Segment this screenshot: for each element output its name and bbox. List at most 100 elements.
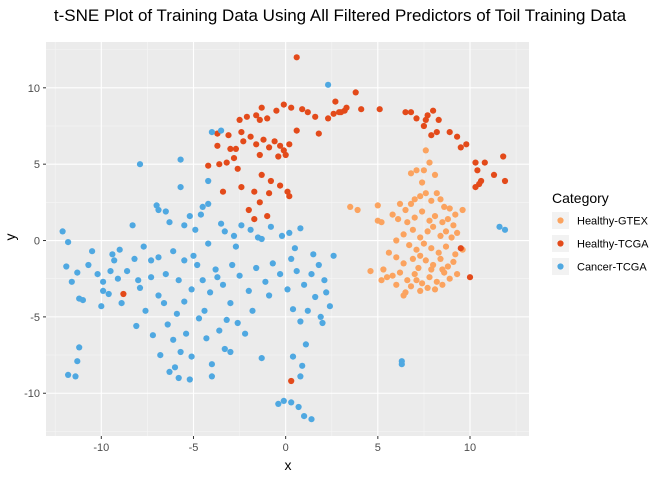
point-cancer-tcga — [208, 361, 215, 368]
point-cancer-tcga — [199, 203, 206, 210]
point-healthy-tcga — [474, 167, 481, 174]
point-healthy-gtex — [426, 159, 433, 166]
point-healthy-gtex — [389, 211, 396, 218]
x-tick-label: 0 — [283, 442, 289, 454]
point-cancer-tcga — [175, 277, 182, 284]
point-cancer-tcga — [297, 373, 304, 380]
point-healthy-tcga — [238, 184, 245, 191]
point-healthy-tcga — [424, 112, 431, 119]
point-cancer-tcga — [236, 272, 243, 279]
point-healthy-gtex — [407, 200, 415, 207]
point-cancer-tcga — [148, 274, 155, 281]
point-cancer-tcga — [59, 228, 66, 235]
point-healthy-gtex — [428, 197, 435, 204]
point-healthy-gtex — [435, 249, 442, 256]
point-healthy-gtex — [439, 219, 446, 226]
point-cancer-tcga — [149, 332, 156, 339]
point-healthy-tcga — [266, 144, 273, 151]
point-cancer-tcga — [269, 260, 276, 267]
point-healthy-tcga — [472, 184, 479, 191]
point-healthy-gtex — [433, 190, 440, 197]
y-tick-label: 0 — [34, 236, 40, 248]
legend-label-healthy-gtex: Healthy-GTEX — [577, 216, 649, 228]
point-cancer-tcga — [186, 213, 193, 220]
point-cancer-tcga — [289, 306, 297, 313]
point-cancer-tcga — [89, 248, 96, 255]
point-healthy-gtex — [402, 206, 409, 214]
point-cancer-tcga — [223, 316, 230, 323]
point-cancer-tcga — [85, 261, 92, 269]
point-cancer-tcga — [164, 321, 171, 328]
point-healthy-gtex — [400, 231, 407, 238]
point-cancer-tcga — [114, 275, 121, 282]
point-cancer-tcga — [118, 300, 125, 307]
point-healthy-tcga — [256, 199, 263, 206]
point-cancer-tcga — [262, 278, 269, 285]
point-healthy-tcga — [256, 151, 263, 159]
data-points — [59, 54, 509, 423]
point-healthy-gtex — [441, 203, 448, 210]
point-healthy-tcga — [214, 142, 221, 149]
y-tick-label: -10 — [24, 388, 40, 400]
point-healthy-tcga — [216, 161, 223, 168]
point-cancer-tcga — [153, 202, 160, 209]
point-healthy-tcga — [454, 133, 461, 140]
point-healthy-gtex — [420, 167, 427, 174]
point-healthy-tcga — [501, 177, 509, 185]
point-healthy-gtex — [426, 217, 433, 224]
point-healthy-tcga — [240, 138, 247, 145]
point-healthy-tcga — [267, 177, 274, 185]
point-healthy-gtex — [439, 281, 446, 288]
point-cancer-tcga — [205, 240, 212, 247]
point-cancer-tcga — [249, 307, 256, 314]
point-cancer-tcga — [207, 289, 214, 296]
point-healthy-tcga — [277, 142, 284, 149]
point-cancer-tcga — [76, 344, 83, 351]
point-healthy-gtex — [422, 257, 429, 264]
point-cancer-tcga — [140, 243, 147, 250]
point-healthy-gtex — [409, 255, 416, 262]
point-cancer-tcga — [315, 261, 322, 269]
point-cancer-tcga — [280, 397, 287, 404]
point-cancer-tcga — [312, 293, 319, 301]
legend-label-healthy-tcga: Healthy-TCGA — [577, 239, 649, 251]
point-healthy-gtex — [433, 278, 440, 285]
point-cancer-tcga — [229, 261, 236, 269]
point-healthy-gtex — [411, 271, 418, 278]
point-cancer-tcga — [65, 239, 72, 246]
point-healthy-gtex — [415, 264, 422, 272]
point-cancer-tcga — [63, 263, 70, 270]
point-healthy-tcga — [219, 188, 227, 195]
point-cancer-tcga — [293, 268, 300, 275]
legend-title: Category — [552, 190, 609, 206]
point-cancer-tcga — [277, 271, 284, 278]
point-healthy-tcga — [332, 98, 339, 105]
point-healthy-gtex — [437, 255, 444, 262]
point-healthy-gtex — [452, 211, 459, 218]
point-healthy-tcga — [271, 138, 278, 145]
point-cancer-tcga — [304, 307, 311, 314]
point-cancer-tcga — [266, 292, 273, 299]
point-cancer-tcga — [317, 313, 324, 320]
point-cancer-tcga — [170, 336, 177, 343]
point-healthy-tcga — [457, 245, 464, 252]
point-cancer-tcga — [74, 358, 81, 365]
point-healthy-tcga — [325, 115, 332, 122]
point-healthy-gtex — [446, 205, 453, 212]
point-healthy-gtex — [396, 269, 404, 276]
point-healthy-tcga — [457, 144, 464, 151]
point-healthy-tcga — [205, 162, 212, 169]
point-cancer-tcga — [100, 278, 107, 285]
point-healthy-gtex — [431, 213, 439, 220]
point-cancer-tcga — [275, 400, 282, 407]
point-healthy-tcga — [315, 130, 322, 137]
y-tick-label: -5 — [30, 312, 40, 324]
point-healthy-gtex — [428, 266, 435, 273]
point-cancer-tcga — [162, 271, 169, 278]
point-healthy-gtex — [446, 275, 453, 282]
point-cancer-tcga — [330, 252, 337, 259]
point-healthy-tcga — [407, 109, 415, 116]
point-healthy-tcga — [264, 115, 271, 122]
point-healthy-gtex — [413, 246, 420, 253]
point-healthy-tcga — [343, 104, 350, 111]
